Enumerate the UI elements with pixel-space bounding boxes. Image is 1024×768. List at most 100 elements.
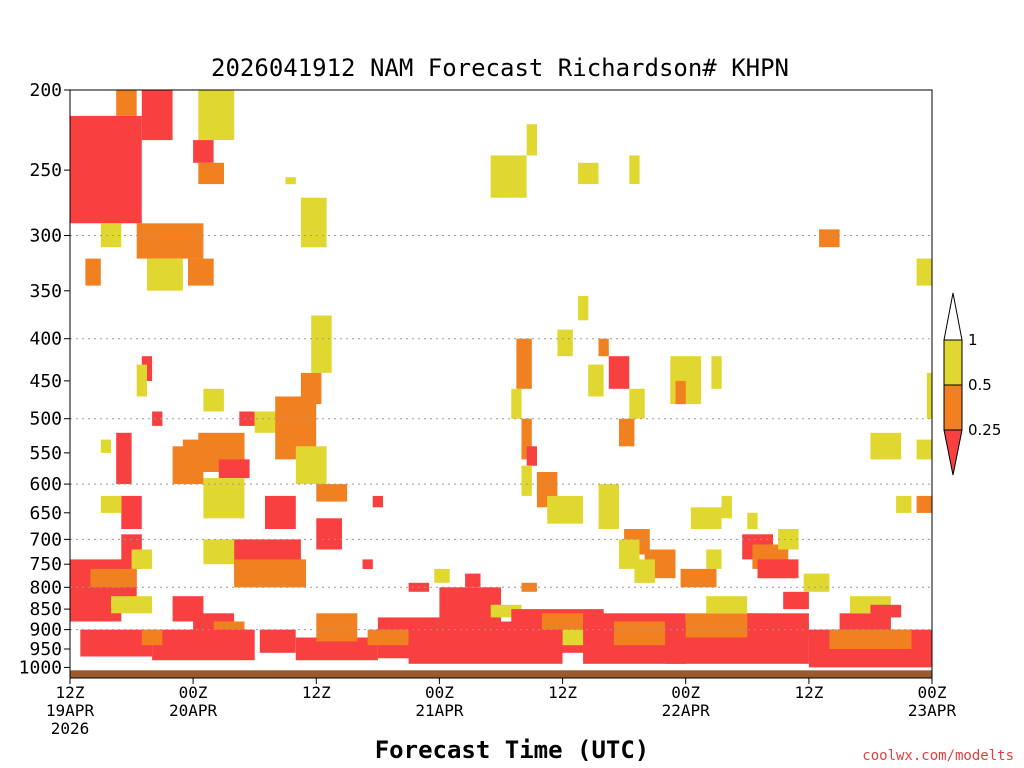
- colorbar-orange: [943, 384, 963, 431]
- colorbar-yellow: [943, 339, 963, 386]
- heat-region-16: [578, 162, 599, 185]
- x-tick-label-48-1: 12Z: [548, 683, 577, 702]
- ground-surface: [70, 670, 932, 678]
- colorbar-top-arrow: [943, 292, 963, 341]
- heat-region-83: [608, 356, 630, 389]
- heat-region-80: [578, 295, 589, 321]
- heat-region-92: [675, 380, 686, 405]
- heat-region-47: [80, 629, 153, 657]
- heat-region-51: [295, 637, 378, 661]
- heat-region-101: [747, 512, 758, 529]
- heat-region-116: [203, 388, 224, 412]
- heat-region-114: [172, 446, 194, 485]
- y-tick-label-650: 650: [29, 503, 62, 524]
- heat-region-34: [316, 484, 348, 502]
- heat-region-50: [259, 629, 296, 653]
- heat-region-10: [188, 258, 214, 286]
- y-tick-label-1000: 1000: [19, 657, 62, 678]
- heat-region-81: [588, 364, 604, 397]
- heat-region-22: [239, 411, 255, 426]
- heat-region-122: [521, 582, 537, 592]
- heatmap-cells: [70, 90, 932, 668]
- heat-region-68: [829, 629, 912, 649]
- heat-region-103: [783, 591, 809, 610]
- x-tick-label-36-2: 21APR: [415, 701, 464, 720]
- heat-region-88: [619, 539, 640, 569]
- x-tick-label-60-1: 00Z: [671, 683, 700, 702]
- heat-region-108: [926, 372, 932, 419]
- heat-region-86: [598, 484, 619, 529]
- heat-region-104: [803, 573, 830, 592]
- heat-region-97: [680, 568, 717, 588]
- heat-region-100: [757, 559, 799, 579]
- x-tick-label-12-2: 20APR: [169, 701, 218, 720]
- y-tick-label-250: 250: [29, 160, 62, 181]
- heat-region-106: [896, 495, 912, 513]
- heat-region-18: [819, 229, 840, 248]
- x-tick-label-24-1: 12Z: [302, 683, 331, 702]
- x-tick-label-84-1: 00Z: [918, 683, 947, 702]
- heat-region-96: [706, 549, 722, 569]
- x-tick-label-72-1: 12Z: [794, 683, 823, 702]
- y-tick-label-700: 700: [29, 529, 62, 550]
- heat-region-20: [311, 315, 332, 373]
- y-tick-label-350: 350: [29, 281, 62, 302]
- heat-region-8: [136, 223, 204, 259]
- heat-region-82: [598, 338, 609, 357]
- y-tick-label-300: 300: [29, 226, 62, 247]
- y-tick-label-550: 550: [29, 443, 62, 464]
- heat-region-12: [285, 177, 296, 185]
- heat-region-21: [300, 372, 322, 405]
- heat-region-40: [90, 568, 137, 588]
- plot-frame: [69, 89, 933, 679]
- y-tick-label-200: 200: [29, 80, 62, 101]
- heat-region-5: [193, 140, 214, 163]
- x-tick-label-0-3: 2026: [51, 719, 90, 738]
- heat-region-1: [75, 140, 101, 198]
- credit-text: coolwx.com/modelts: [862, 748, 1014, 764]
- heat-region-6: [198, 162, 224, 185]
- y-tick-label-900: 900: [29, 620, 62, 641]
- heat-region-76: [521, 465, 532, 496]
- y-tick-label-500: 500: [29, 409, 62, 430]
- heat-region-35: [316, 518, 342, 550]
- heat-region-32: [116, 432, 132, 485]
- colorbar-label-2: 0.25: [968, 421, 1001, 439]
- heat-region-93: [711, 356, 722, 389]
- pressure-gridlines: [70, 235, 932, 631]
- heat-region-113: [152, 411, 163, 426]
- y-tick-label-750: 750: [29, 554, 62, 575]
- heat-region-38: [234, 559, 306, 588]
- heat-region-33: [265, 495, 296, 529]
- y-tick-label-450: 450: [29, 371, 62, 392]
- colorbar-label-0: 1: [968, 331, 978, 349]
- heat-region-71: [870, 604, 902, 618]
- heat-region-26: [218, 459, 250, 479]
- heat-region-14: [490, 155, 527, 198]
- heat-region-3: [141, 90, 173, 141]
- heat-region-74: [521, 418, 532, 460]
- heat-region-112: [136, 364, 147, 397]
- heat-region-117: [362, 559, 373, 569]
- y-tick-label-600: 600: [29, 474, 62, 495]
- x-tick-label-36-1: 00Z: [425, 683, 454, 702]
- heat-region-29: [203, 478, 245, 519]
- heat-region-52: [316, 613, 358, 642]
- heat-region-59: [542, 613, 583, 630]
- heat-region-85: [629, 388, 645, 419]
- heat-region-65: [706, 596, 748, 614]
- heat-region-105: [870, 432, 902, 460]
- y-tick-label-850: 850: [29, 599, 62, 620]
- heat-region-73: [511, 388, 522, 419]
- heat-region-66: [747, 613, 809, 638]
- y-tick-label-800: 800: [29, 577, 62, 598]
- heat-region-121: [465, 573, 481, 588]
- heat-region-13: [300, 197, 327, 248]
- heat-region-9: [147, 258, 183, 291]
- heat-region-120: [434, 568, 450, 583]
- heat-region-62: [613, 621, 666, 646]
- x-tick-label-12-1: 00Z: [179, 683, 208, 702]
- heat-region-75: [526, 446, 537, 466]
- heat-region-7: [100, 223, 122, 248]
